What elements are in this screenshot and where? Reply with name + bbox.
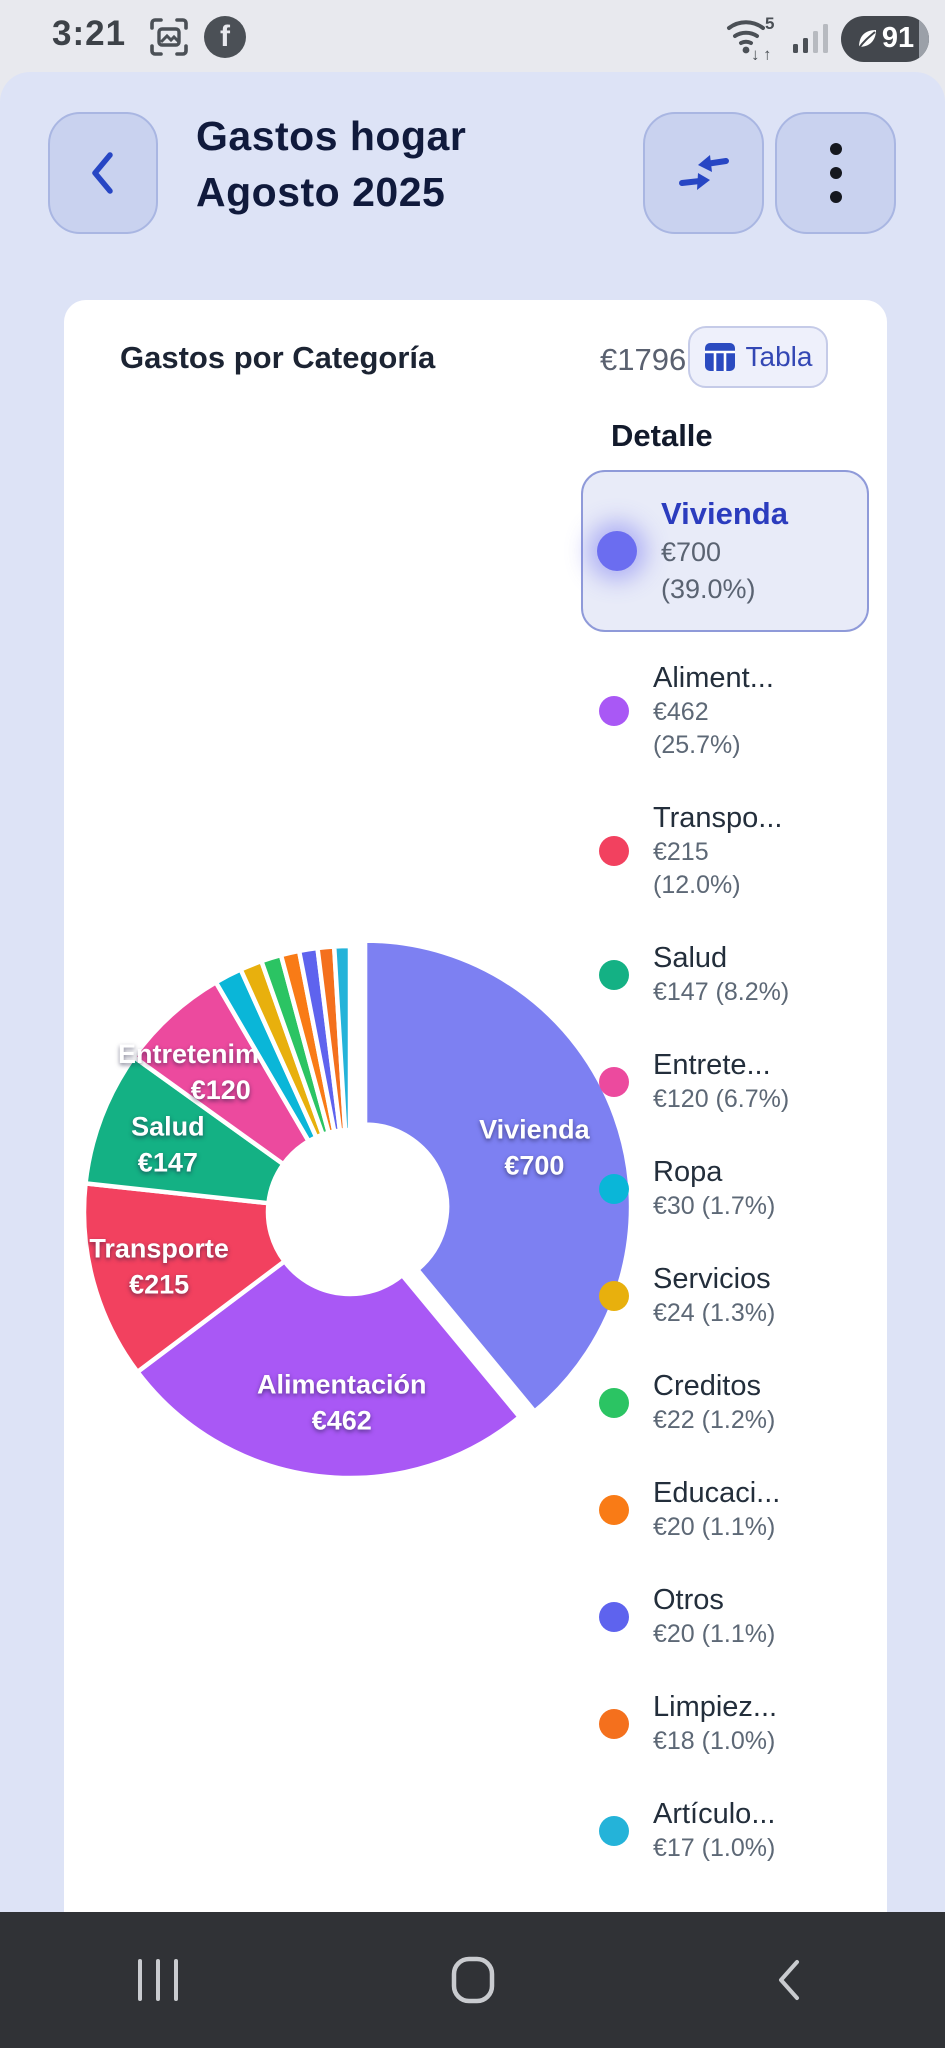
clock: 3:21 (52, 14, 127, 53)
leaf-icon (858, 29, 876, 49)
status-bar: 3:21 f 5 ↓ ↑ (0, 0, 945, 72)
table-icon (704, 343, 735, 371)
pie-slice-vivienda[interactable] (362, 938, 634, 1414)
total-amount: €1796 (600, 342, 687, 377)
svg-text:5: 5 (765, 14, 774, 33)
converge-arrows-icon (678, 155, 729, 190)
back-button[interactable] (48, 112, 158, 234)
legend-dot-alimentación (599, 696, 629, 726)
legend-amount-percent: €20 (1.1%) (653, 1513, 776, 1541)
svg-text:↑: ↑ (763, 45, 772, 60)
legend-dot-transporte (599, 836, 629, 866)
legend-amount-percent: €17 (1.0%) (653, 1834, 776, 1862)
legend-amount-percent: €22 (1.2%) (653, 1406, 776, 1434)
legend-item-creditos[interactable]: Creditos €22 (1.2%) (599, 1368, 869, 1437)
legend-label: Ropa (653, 1156, 723, 1188)
legend-label: Transpo... (653, 802, 783, 834)
legend-percent: (12.0%) (653, 871, 741, 899)
home-icon (451, 1956, 494, 2004)
svg-text:↓: ↓ (751, 45, 760, 60)
legend-label: Servicios (653, 1263, 771, 1295)
recents-icon (137, 1959, 178, 2001)
menu-button[interactable] (775, 112, 896, 234)
legend-dot-otros (599, 1601, 629, 1632)
legend-item-ropa[interactable]: Ropa €30 (1.7%) (599, 1154, 869, 1223)
legend-dot-ropa (599, 1173, 629, 1204)
kebab-menu-icon (829, 143, 842, 203)
legend-amount: €215 (653, 838, 709, 866)
legend-dot-limpieza (599, 1708, 629, 1739)
legend-label: Otros (653, 1584, 724, 1616)
legend-amount-percent: €18 (1.0%) (653, 1727, 776, 1755)
page-title: Gastos hogar Agosto 2025 (196, 113, 467, 215)
battery-percent: 91 (881, 22, 915, 54)
legend-amount-percent: €147 (8.2%) (653, 978, 790, 1006)
legend-amount-percent: €24 (1.3%) (653, 1299, 776, 1327)
donut-chart-area: Vivienda €700 Alimentación €462 Transporte €2… (48, 922, 658, 1502)
legend-dot-salud (599, 959, 629, 990)
legend-item-alimentación[interactable]: Aliment... €462 (25.7%) (599, 660, 869, 762)
chart-title: Gastos por Categoría (120, 340, 436, 375)
legend-label: Salud (653, 942, 728, 974)
legend-label: Entrete... (653, 1049, 771, 1081)
pie-slice-alimentación[interactable] (135, 1259, 522, 1481)
home-button[interactable] (413, 1935, 533, 2025)
expenses-card: Gastos por Categoría €1796 Tabla Detalle… (64, 300, 887, 1912)
legend-amount: €462 (653, 698, 709, 726)
legend-item-salud[interactable]: Salud €147 (8.2%) (599, 940, 869, 1009)
facebook-icon: f (204, 16, 246, 58)
legend-dot-entretenimiento (599, 1066, 629, 1097)
wifi-icon: 5 ↓ ↑ (723, 12, 781, 65)
collapse-button[interactable] (643, 112, 764, 234)
donut-chart: Vivienda€700Alimentación€462Transporte€2… (81, 938, 634, 1481)
legend-label: Limpiez... (653, 1691, 778, 1723)
legend-item-artículos[interactable]: Artículo... €17 (1.0%) (599, 1796, 869, 1865)
legend-label: Vivienda (661, 496, 788, 531)
table-view-button[interactable]: Tabla (688, 326, 828, 388)
chevron-left-icon (92, 152, 113, 194)
battery-icon: 91 (841, 15, 929, 62)
legend-amount-percent: €20 (1.1%) (653, 1620, 776, 1648)
detail-heading: Detalle (611, 418, 713, 453)
legend-item-educación[interactable]: Educaci... €20 (1.1%) (599, 1475, 869, 1544)
signal-icon (791, 16, 831, 61)
legend-dot-servicios (599, 1280, 629, 1311)
legend-label: Creditos (653, 1370, 761, 1402)
legend-dot-creditos (599, 1387, 629, 1418)
legend-item-entretenimiento[interactable]: Entrete... €120 (6.7%) (599, 1047, 869, 1116)
table-button-label: Tabla (745, 341, 813, 372)
legend-dot-artículos (599, 1815, 629, 1846)
legend-percent: (39.0%) (661, 574, 756, 604)
legend-item-otros[interactable]: Otros €20 (1.1%) (599, 1582, 869, 1651)
android-nav-bar (0, 1912, 945, 2048)
legend-amount-percent: €120 (6.7%) (653, 1085, 790, 1113)
legend-percent: (25.7%) (653, 731, 741, 759)
recents-button[interactable] (98, 1935, 218, 2025)
legend-item-limpieza[interactable]: Limpiez... €18 (1.0%) (599, 1689, 869, 1758)
legend-label: Aliment... (653, 662, 774, 694)
legend-item-vivienda[interactable]: Vivienda €700 (39.0%) (581, 470, 869, 632)
legend-dot-vivienda (597, 531, 637, 571)
legend-dot-educación (599, 1494, 629, 1525)
back-icon (778, 1960, 799, 2000)
pie-slice-transporte[interactable] (81, 1181, 287, 1375)
legend-item-servicios[interactable]: Servicios €24 (1.3%) (599, 1261, 869, 1330)
legend-label: Educaci... (653, 1477, 781, 1509)
legend-amount: €700 (661, 537, 722, 567)
screenshot-icon (148, 16, 190, 63)
legend-label: Artículo... (653, 1798, 776, 1830)
pie-slice-artículos[interactable] (331, 943, 353, 1133)
nav-back-button[interactable] (728, 1935, 848, 2025)
app-window: Gastos hogar Agosto 2025 Gastos por Cate… (0, 72, 945, 1912)
legend-amount-percent: €30 (1.7%) (653, 1192, 776, 1220)
legend-item-transporte[interactable]: Transpo... €215 (12.0%) (599, 800, 869, 902)
category-legend: Vivienda €700 (39.0%) Aliment... €462 (25.7%)… (581, 470, 869, 1903)
pie-slice-salud[interactable] (83, 1054, 286, 1206)
